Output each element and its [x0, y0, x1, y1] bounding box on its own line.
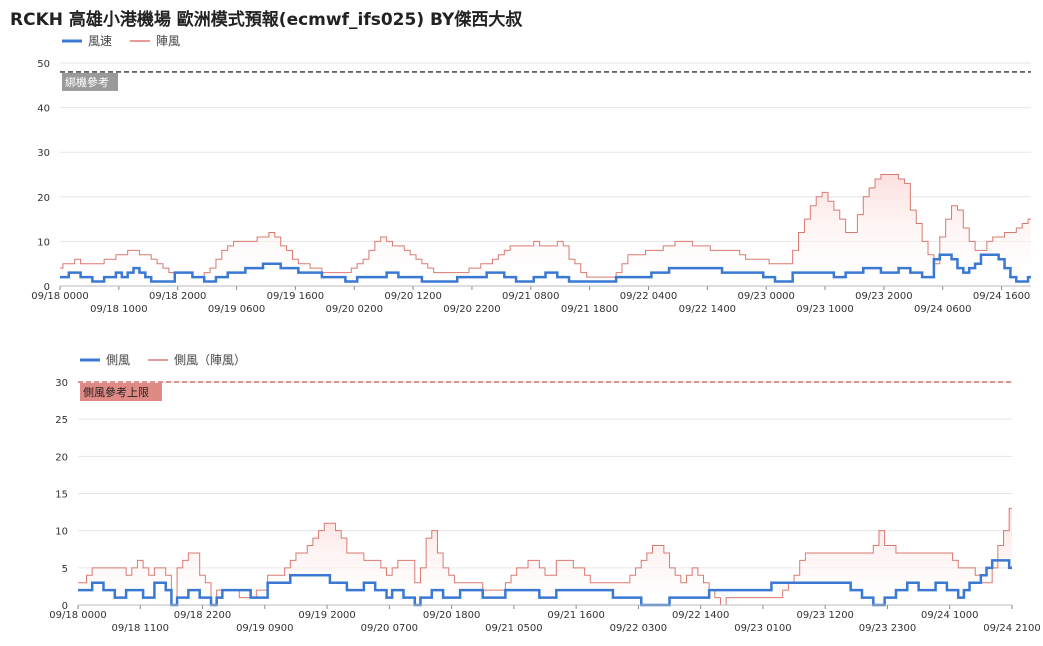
- x-tick-label: 09/23 1200: [796, 610, 853, 621]
- reference-label: 綁機參考: [65, 75, 109, 89]
- x-tick-label: 09/20 2200: [443, 304, 500, 315]
- x-tick-label: 09/23 1000: [796, 304, 853, 315]
- y-tick-label: 5: [62, 564, 68, 575]
- x-tick-label: 09/19 0600: [208, 304, 265, 315]
- y-tick-label: 15: [55, 490, 68, 501]
- reference-label: 側風參考上限: [83, 385, 149, 399]
- x-tick-label: 09/24 1000: [921, 610, 978, 621]
- x-tick-label: 09/23 2300: [859, 623, 916, 634]
- x-tick-label: 09/18 2000: [149, 291, 206, 302]
- series-gust-line: [78, 507, 1012, 606]
- x-tick-label: 09/18 0000: [49, 610, 106, 621]
- legend-label-gust: 陣風: [156, 34, 180, 48]
- y-tick-label: 0: [62, 601, 68, 612]
- x-tick-label: 09/19 1600: [267, 291, 324, 302]
- x-tick-label: 09/19 0900: [236, 623, 293, 634]
- gust-fill-area: [60, 174, 1031, 282]
- x-tick-label: 09/20 0200: [326, 304, 383, 315]
- reference-label-bg: [80, 383, 162, 401]
- reference-label-bg: [62, 72, 118, 91]
- y-tick-label: 20: [55, 452, 68, 463]
- y-tick-label: 10: [55, 527, 68, 538]
- x-tick-label: 09/23 0100: [734, 623, 791, 634]
- y-tick-label: 25: [55, 415, 68, 426]
- gust-fill-area: [78, 508, 1012, 605]
- x-tick-label: 09/24 1600: [973, 291, 1030, 302]
- x-tick-label: 09/21 1600: [547, 610, 604, 621]
- y-tick-label: 50: [37, 59, 50, 70]
- x-tick-label: 09/18 1100: [112, 623, 169, 634]
- x-tick-label: 09/22 1400: [672, 610, 729, 621]
- legend-label-wind: 側風: [106, 353, 130, 367]
- x-tick-label: 09/20 1200: [384, 291, 441, 302]
- y-tick-label: 10: [37, 237, 50, 248]
- x-tick-label: 09/18 0000: [31, 291, 88, 302]
- series-wind-line: [60, 253, 1031, 283]
- x-tick-label: 09/18 2200: [174, 610, 231, 621]
- y-tick-label: 0: [44, 282, 50, 293]
- x-tick-label: 09/24 0600: [914, 304, 971, 315]
- x-tick-label: 09/19 2000: [298, 610, 355, 621]
- x-tick-label: 09/22 0300: [610, 623, 667, 634]
- x-tick-label: 09/21 0500: [485, 623, 542, 634]
- y-tick-label: 40: [37, 104, 50, 115]
- series-gust-line: [60, 174, 1031, 278]
- x-tick-label: 09/22 0400: [620, 291, 677, 302]
- legend: 側風 側風（陣風）: [80, 353, 246, 367]
- x-tick-label: 09/24 2100: [983, 623, 1040, 634]
- x-tick-label: 09/21 0800: [502, 291, 559, 302]
- x-tick-label: 09/20 0700: [361, 623, 418, 634]
- legend: 風速 陣風: [62, 34, 180, 48]
- y-tick-label: 30: [55, 378, 68, 389]
- y-tick-label: 20: [37, 193, 50, 204]
- x-tick-label: 09/21 1800: [561, 304, 618, 315]
- page-title: RCKH 高雄小港機場 歐洲模式預報(ecmwf_ifs025) BY傑西大叔: [10, 10, 523, 30]
- x-tick-label: 09/22 1400: [679, 304, 736, 315]
- y-tick-label: 30: [37, 148, 50, 159]
- legend-label-gust: 側風（陣風）: [174, 353, 246, 367]
- x-tick-label: 09/20 1800: [423, 610, 480, 621]
- crosswind-chart: 側風 側風（陣風） 0 5 10 15 20 25 30 09/18 0000 09/18 1100…: [49, 353, 1040, 634]
- x-tick-label: 09/18 1000: [90, 304, 147, 315]
- x-tick-label: 09/23 0000: [737, 291, 794, 302]
- legend-label-wind: 風速: [88, 34, 112, 48]
- x-tick-label: 09/23 2000: [855, 291, 912, 302]
